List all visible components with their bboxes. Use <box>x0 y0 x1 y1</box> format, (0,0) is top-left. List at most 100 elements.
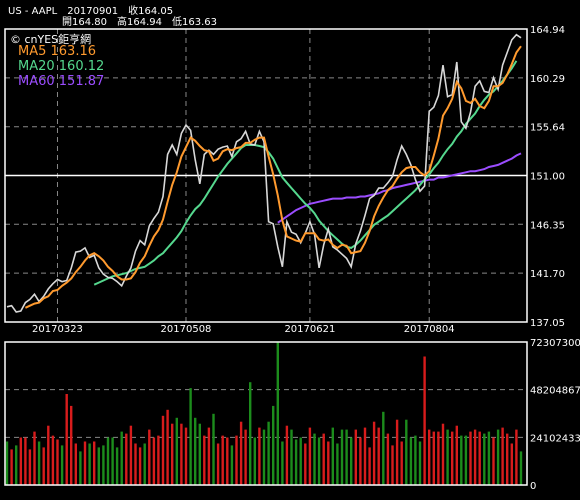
volume-bar <box>432 431 435 485</box>
volume-bar <box>93 441 96 485</box>
volume-bar <box>129 425 133 485</box>
volume-panel: 72307300 48204867 24102433 0 <box>4 338 580 492</box>
volume-bar <box>134 443 137 485</box>
volume-bar <box>313 433 316 485</box>
volume-bar <box>327 441 330 485</box>
volume-bar <box>496 429 500 485</box>
quote-header-line1: US - AAPL 20170901 收164.05 <box>8 2 183 17</box>
volume-bar <box>345 429 348 485</box>
volume-bar <box>492 437 495 485</box>
volume-bar <box>400 441 403 485</box>
volume-bar <box>350 437 353 485</box>
volume-bar <box>368 447 371 485</box>
volume-bar <box>198 423 201 485</box>
volume-bar <box>175 417 178 485</box>
volume-bar <box>111 437 114 485</box>
volume-bar <box>97 447 100 485</box>
volume-bar <box>299 437 302 485</box>
y-tick-label: 24102433 <box>530 433 580 444</box>
volume-bar <box>184 427 188 485</box>
volume-bar <box>506 433 509 485</box>
x-tick-label: 20170621 <box>284 324 335 335</box>
y-tick-label: 146.35 <box>530 220 565 231</box>
close-label: 收164.05 <box>128 6 174 17</box>
series-line-ma20 <box>93 60 518 286</box>
volume-bar <box>501 427 504 485</box>
volume-bar <box>120 431 123 485</box>
y-tick-label: 72307300 <box>530 338 580 349</box>
volume-bar <box>5 441 9 485</box>
y-tick-label: 137.05 <box>530 318 565 329</box>
volume-bar <box>290 429 293 485</box>
volume-bar <box>272 405 275 485</box>
watermark: © cnYES鉅亨網 <box>10 32 91 46</box>
volume-bar <box>262 429 266 485</box>
volume-bar <box>88 443 91 485</box>
volume-bar <box>473 429 477 485</box>
volume-bar <box>446 429 449 485</box>
volume-bar <box>216 443 220 485</box>
volume-bar <box>180 423 183 485</box>
volume-bar <box>157 435 160 485</box>
series-line-ma5 <box>24 45 522 309</box>
y-tick-label: 48204867 <box>530 386 580 397</box>
volume-bar <box>464 435 468 485</box>
high-label: 高164.94 <box>117 17 162 28</box>
series-line-ma60 <box>277 152 522 224</box>
volume-bar <box>207 427 211 485</box>
volume-bar <box>441 423 445 485</box>
x-tick-label: 20170323 <box>32 324 83 335</box>
volume-bar <box>317 437 321 485</box>
volume-bar <box>42 447 45 485</box>
y-tick-label: 141.70 <box>530 269 565 280</box>
volume-bar <box>226 437 229 485</box>
volume-bar <box>437 431 440 485</box>
volume-bar <box>65 394 68 485</box>
volume-bar <box>391 445 394 485</box>
volume-bar <box>519 451 523 485</box>
volume-bar <box>19 437 22 485</box>
volume-bar <box>239 421 243 485</box>
volume-bar <box>161 415 165 485</box>
volume-bar <box>166 409 169 485</box>
y-tick-label: 151.00 <box>530 171 565 182</box>
volume-bar <box>405 419 408 485</box>
volume-bar <box>281 441 284 485</box>
volume-bar <box>304 443 307 485</box>
volume-bar <box>510 443 513 485</box>
volume-bar <box>152 437 156 485</box>
volume-bar <box>244 429 247 485</box>
volume-bar <box>148 429 151 485</box>
volume-bar <box>106 437 110 485</box>
volume-bar <box>409 437 413 485</box>
volume-bar <box>451 431 454 485</box>
volume-bar <box>487 431 491 485</box>
volume-bar <box>253 437 256 485</box>
volume-bar <box>249 382 252 485</box>
volume-bar <box>15 445 18 485</box>
volume-bar <box>294 439 298 485</box>
symbol-label: US - AAPL <box>8 6 58 17</box>
volume-bar <box>395 419 399 485</box>
volume-bar <box>418 441 422 485</box>
open-label: 開164.80 <box>62 17 107 28</box>
volume-bar <box>235 435 238 485</box>
legend-ma20: MA20 160.12 <box>18 59 104 74</box>
volume-bar <box>377 427 380 485</box>
legend-ma5: MA5 163.16 <box>18 44 96 59</box>
x-tick-label: 20170804 <box>404 324 455 335</box>
volume-bar <box>212 413 215 485</box>
volume-bar <box>47 425 50 485</box>
x-tick-label: 20170508 <box>161 324 212 335</box>
legend-ma60: MA60 151.87 <box>18 74 104 89</box>
quote-header-line2: 開164.80 高164.94 低163.63 <box>62 13 227 28</box>
volume-bar <box>428 429 431 485</box>
volume-bar <box>515 429 518 485</box>
volume-bar <box>276 342 279 485</box>
y-tick-label: 0 <box>530 481 536 492</box>
volume-bar <box>189 388 192 485</box>
volume-bar <box>478 431 481 485</box>
volume-bar <box>372 421 376 485</box>
volume-bar <box>115 447 119 485</box>
